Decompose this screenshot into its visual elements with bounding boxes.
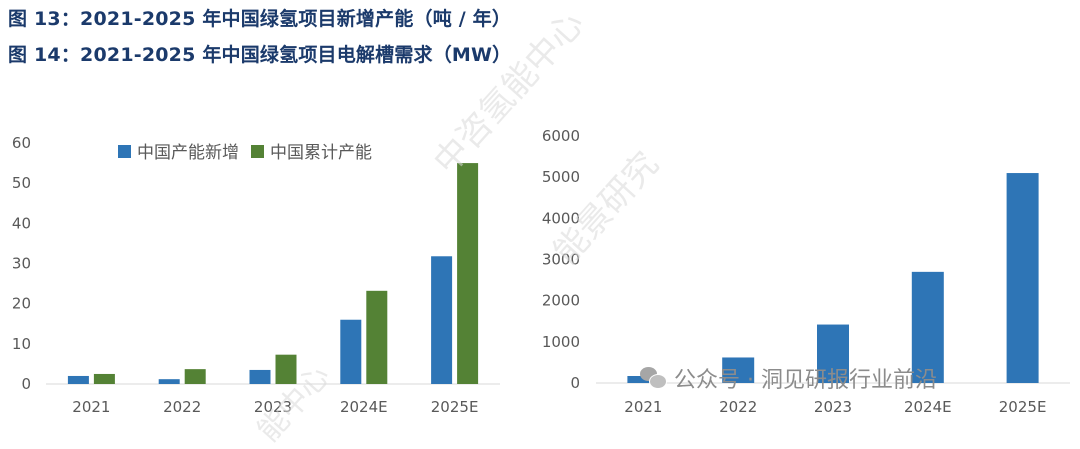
chart2-bar-series1 (722, 357, 755, 383)
chart2-ytick-label: 4000 (542, 209, 580, 227)
chart1-bar-series2 (457, 163, 479, 384)
chart1-ytick-label: 20 (12, 295, 31, 313)
chart1-legend-label: 中国累计产能 (270, 143, 372, 163)
chart1-bar-series1 (249, 369, 271, 384)
chart1-ytick-label: 0 (21, 375, 31, 393)
chart2-ytick-label: 5000 (542, 168, 580, 186)
chart1-xtick-label: 2021 (72, 398, 110, 416)
wechat-icon (640, 367, 667, 389)
chart1-xtick-label: 2022 (163, 398, 201, 416)
chart2-ytick-label: 6000 (542, 127, 580, 145)
chart2-ytick-label: 3000 (542, 251, 580, 269)
chart1-ytick-label: 10 (12, 335, 31, 353)
chart2-ytick-label: 1000 (542, 333, 580, 351)
figure-14-title: 图 14：2021-2025 年中国绿氢项目电解槽需求（MW） (8, 44, 512, 66)
chart1-bar-series2 (93, 373, 115, 384)
chart1-xtick-label: 2025E (431, 398, 479, 416)
wechat-watermark: 公众号 · 洞见研报行业前沿 (640, 362, 937, 394)
chart2-xtick-label: 2025E (999, 398, 1047, 416)
chart1-bar-series1 (431, 256, 453, 384)
chart1-ytick-label: 50 (12, 174, 31, 192)
chart2-bar-series1 (911, 271, 944, 383)
chart1-xtick-label: 2024E (340, 398, 388, 416)
chart1-bar-series1 (67, 375, 89, 384)
chart2-xtick-label: 2021 (624, 398, 662, 416)
chart1-bar-series1 (158, 379, 180, 384)
chart2-bar-series1 (1006, 173, 1039, 383)
chart1-xtick-label: 2023 (254, 398, 292, 416)
chart1-ytick-label: 60 (12, 134, 31, 152)
chart2-xtick-label: 2022 (719, 398, 757, 416)
chart1-legend-swatch (118, 145, 131, 158)
charts-canvas: 0 10 20 30 40 50 60 2021 2022 2023 2024E 2025E 中国产能新… (12, 127, 1070, 416)
chart1-ytick-label: 30 (12, 255, 31, 273)
chart1-legend-label: 中国产能新增 (137, 143, 239, 163)
chart1-bar-series2 (366, 290, 388, 384)
wechat-label: 公众号 · 洞见研报行业前沿 (674, 368, 937, 393)
chart2-bar-series1 (817, 324, 849, 383)
chart1-ytick-label: 40 (12, 214, 31, 232)
chart2-xtick-label: 2024E (904, 398, 952, 416)
figure-13-title: 图 13：2021-2025 年中国绿氢项目新增产能（吨 / 年） (8, 8, 512, 30)
chart1-legend-swatch (251, 145, 264, 158)
chart1-bar-series2 (184, 369, 206, 384)
chart2-xtick-label: 2023 (814, 398, 852, 416)
chart2-ytick-label: 0 (570, 374, 580, 392)
chart1-bar-series1 (340, 319, 362, 384)
chart1-bar-series2 (275, 354, 297, 384)
chart2-ytick-label: 2000 (542, 292, 580, 310)
